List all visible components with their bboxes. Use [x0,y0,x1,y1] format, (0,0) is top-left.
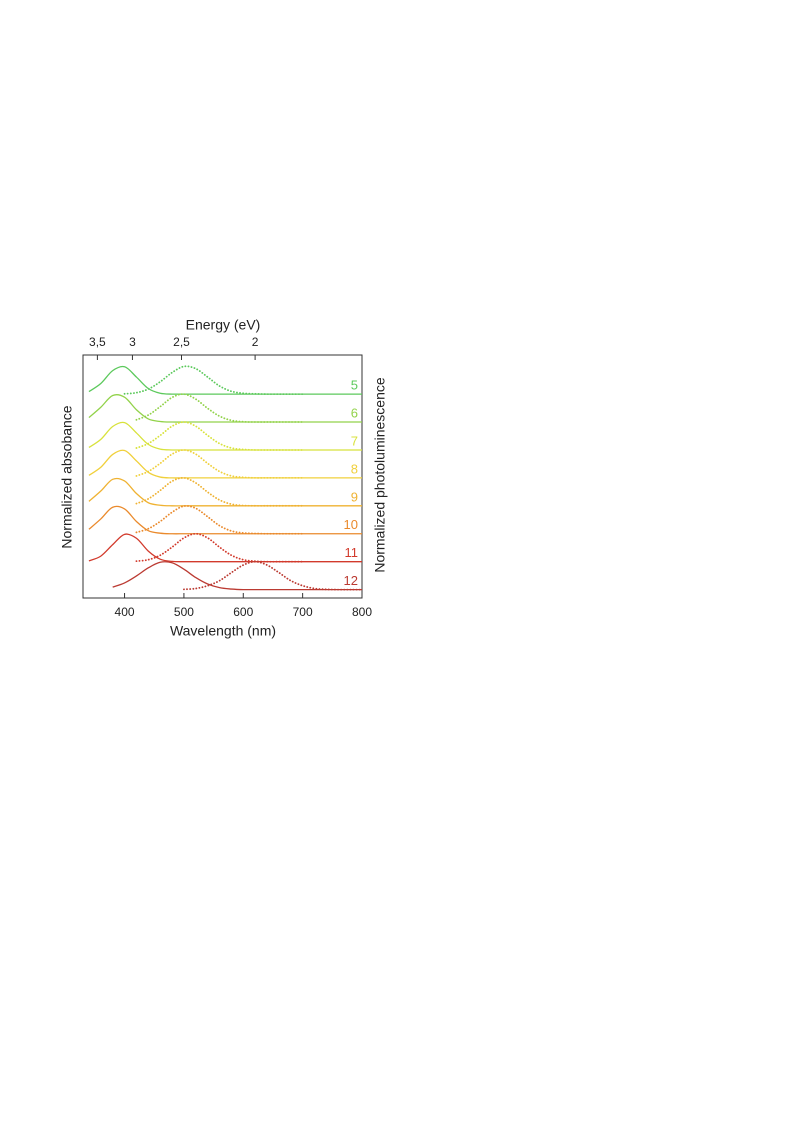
plot-frame [82,354,363,599]
photoluminescence-line [135,532,304,563]
x2-tick-label: 2 [252,335,259,349]
x-tick-label: 800 [352,605,372,619]
photoluminescence-line [123,365,304,396]
series-label: 5 [351,378,358,393]
photoluminescence-line [135,449,304,479]
absorbance-line [112,561,362,591]
series-label: 11 [345,545,359,560]
x-tick-label: 400 [115,605,135,619]
x-tick-label: 500 [174,605,194,619]
series-label: 8 [351,461,358,476]
series-label: 10 [344,517,358,532]
photoluminescence-line [135,505,304,535]
series-label: 6 [351,405,358,420]
x2-axis-title: Energy (eV) [186,317,261,333]
absorbance-line [88,421,362,451]
y-axis-title: Normalized absobance [59,405,75,548]
series-label: 9 [351,489,358,504]
x2-tick-label: 3,5 [89,335,106,349]
series-label: 7 [351,433,358,448]
series-label: 12 [344,573,358,588]
photoluminescence-line [135,476,304,507]
absorbance-line [88,477,362,507]
absorbance-line [88,394,362,423]
absorbance-line [88,449,362,479]
x-tick-label: 700 [293,605,313,619]
y2-axis-title: Normalized photoluminescence [372,377,388,573]
absorbance-line [88,533,362,563]
x-tick-label: 600 [233,605,253,619]
x2-tick-label: 2,5 [173,335,190,349]
photoluminescence-line [135,421,304,451]
absorbance-line [88,505,362,535]
x-axis-title: Wavelength (nm) [170,623,276,639]
absorbance-line [88,365,362,395]
x2-tick-label: 3 [129,335,136,349]
photoluminescence-line [135,393,304,423]
